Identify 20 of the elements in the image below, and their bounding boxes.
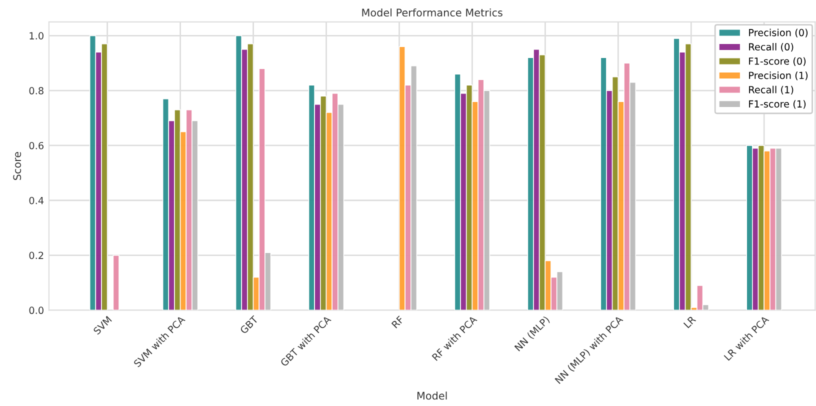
legend-label: F1-score (1) (749, 100, 806, 109)
legend-label: Recall (0) (749, 43, 794, 52)
y-tick-label: 1.0 (30, 32, 44, 40)
x-tick-label: RF with PCA (432, 315, 478, 362)
x-tick-label: LR (683, 315, 696, 328)
y-tick-label: 0.8 (29, 87, 44, 94)
chart-title: Model Performance Metrics (362, 8, 502, 17)
legend-label: Precision (1) (749, 72, 808, 80)
x-tick-label: RF (391, 316, 404, 328)
legend-label: Recall (1) (749, 86, 794, 94)
x-axis-title: Model (417, 392, 447, 400)
legend-label: Precision (0) (749, 28, 808, 38)
legend-label: F1-score (0) (749, 57, 806, 66)
y-tick-label: 0.6 (29, 142, 44, 150)
bar (112, 254, 120, 310)
y-tick-label: 0.2 (29, 252, 44, 260)
y-tick-label: 0.0 (29, 306, 44, 314)
y-axis-title: Score (13, 152, 22, 180)
y-tick-label: 0.4 (29, 196, 44, 204)
x-tick-label: LR with PCA (724, 315, 770, 361)
